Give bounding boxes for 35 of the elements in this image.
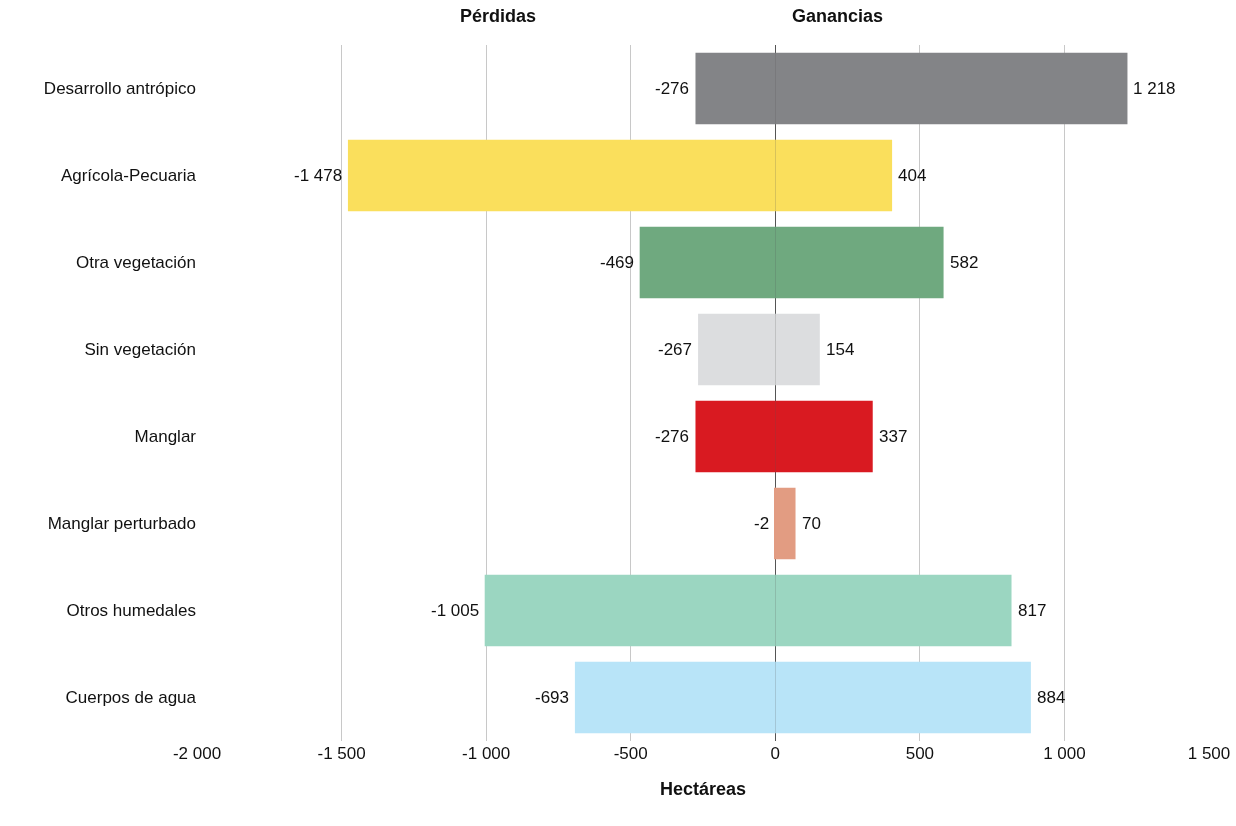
data-label: 582 <box>950 253 979 272</box>
data-label: -2 <box>754 514 770 533</box>
x-tick-label: -2 000 <box>172 744 222 763</box>
x-tick-label: 500 <box>905 744 935 763</box>
data-label: 1 218 <box>1133 79 1176 98</box>
data-label: 70 <box>802 514 821 533</box>
data-label: -276 <box>655 427 690 446</box>
y-tick-label: Agrícola-Pecuaria <box>60 166 197 186</box>
y-tick-label: Manglar <box>134 427 197 447</box>
data-label: -276 <box>655 79 690 98</box>
x-tick-label: -500 <box>613 744 648 763</box>
data-label: -693 <box>535 688 570 707</box>
y-tick-label: Desarrollo antrópico <box>43 79 196 99</box>
x-tick-label: -1 000 <box>462 744 511 763</box>
data-label: -1 478 <box>294 166 343 185</box>
y-tick-label: Otra vegetación <box>75 253 196 273</box>
data-label: 337 <box>879 427 908 446</box>
text: Pérdidas <box>460 6 537 26</box>
data-label: 154 <box>826 340 855 359</box>
text: Ganancias <box>792 6 884 26</box>
data-label: 404 <box>898 166 927 185</box>
x-axis-title: Hectáreas <box>659 779 747 800</box>
data-label: 884 <box>1037 688 1066 707</box>
x-tick-label: 0 <box>770 744 781 763</box>
data-label: -1 005 <box>431 601 480 620</box>
x-tick-label: 1 500 <box>1187 744 1231 763</box>
x-tick-label: 1 000 <box>1043 744 1086 763</box>
y-tick-label: Cuerpos de agua <box>65 688 197 708</box>
x-tick-label: -1 500 <box>317 744 366 763</box>
data-label: -267 <box>658 340 693 359</box>
data-label: 817 <box>1018 601 1047 620</box>
y-tick-label: Otros humedales <box>66 601 196 621</box>
y-tick-label: Manglar perturbado <box>47 514 196 534</box>
data-label: -469 <box>600 253 635 272</box>
y-tick-label: Sin vegetación <box>84 340 196 360</box>
